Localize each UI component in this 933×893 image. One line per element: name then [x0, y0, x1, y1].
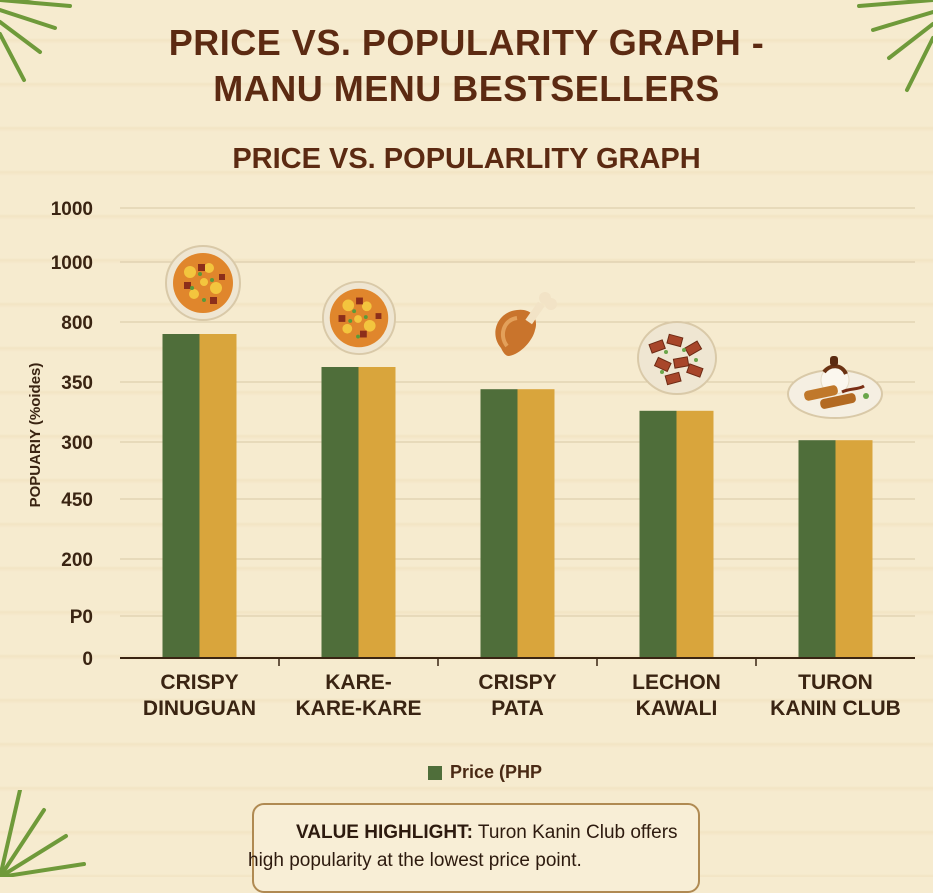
y-tick-label: P0	[70, 607, 93, 628]
x-tick-label: PATA	[491, 697, 544, 720]
bar-green	[162, 334, 200, 658]
y-tick-label: 350	[61, 373, 93, 394]
pork-belly-plate-icon	[637, 321, 717, 395]
stew-bowl-icon	[165, 245, 241, 321]
palm-leaf-bottom-left-decoration	[0, 790, 86, 877]
x-tick-label: CRISPY	[478, 671, 556, 694]
x-tick-label: KARE-KARE	[296, 697, 422, 720]
stew-bowl-icon	[321, 280, 397, 356]
chart-legend: Price (PHP	[428, 762, 542, 783]
x-tick-label: LECHON	[632, 671, 721, 694]
main-title: PRICE VS. POPULARITY GRAPH - MANU MENU B…	[168, 22, 765, 109]
x-tick-label: KARE-	[325, 671, 392, 694]
bar-green	[480, 389, 518, 658]
bar-gold	[835, 440, 873, 658]
bar-green	[798, 440, 836, 658]
bar-gold	[358, 367, 396, 658]
callout-label: VALUE HIGHLIGHT:	[296, 822, 473, 843]
chart-title: PRICE VS. POPULARLITY GRAPH	[232, 143, 701, 175]
bar-chart: 0 P0 200 450 300 350 800 1000 1000 CRISPY DINUGUAN…	[27, 199, 915, 720]
legend-swatch-price	[428, 765, 442, 780]
palm-leaf-top-left-decoration	[0, 0, 72, 82]
bar-gold	[199, 334, 237, 658]
palm-leaf-top-right-decoration	[857, 0, 933, 92]
y-tick-label: 450	[61, 490, 93, 511]
y-tick-label: 800	[61, 313, 93, 334]
bar-gold	[676, 410, 714, 658]
bar-gold	[517, 389, 555, 658]
bar-green	[639, 410, 677, 658]
value-highlight-callout: VALUE HIGHLIGHT: Turon Kanin Club offers…	[248, 803, 700, 893]
x-tick-label: DINUGUAN	[143, 697, 256, 720]
x-tick-label: KAWALI	[636, 697, 718, 720]
legend-label-price: Price (PHP	[450, 762, 543, 782]
callout-text-line1: Turon Kanin Club offers	[472, 822, 678, 843]
x-tick-label: CRISPY	[160, 671, 238, 694]
roast-chicken-leg-icon	[495, 292, 557, 356]
x-tick-label: KANIN CLUB	[770, 697, 901, 720]
callout-text-line2: high popularity at the lowest price poin…	[248, 850, 582, 871]
y-tick-label: 1000	[51, 199, 93, 220]
x-tick-label: TURON	[798, 671, 873, 694]
y-tick-label: 0	[82, 649, 93, 670]
y-axis-label: POPUARIY (%oides)	[27, 363, 44, 508]
turon-dessert-plate-icon	[787, 356, 883, 419]
y-tick-label: 1000	[51, 253, 93, 274]
y-tick-label: 300	[61, 433, 93, 454]
y-tick-label: 200	[61, 550, 93, 571]
bar-green	[321, 367, 359, 658]
